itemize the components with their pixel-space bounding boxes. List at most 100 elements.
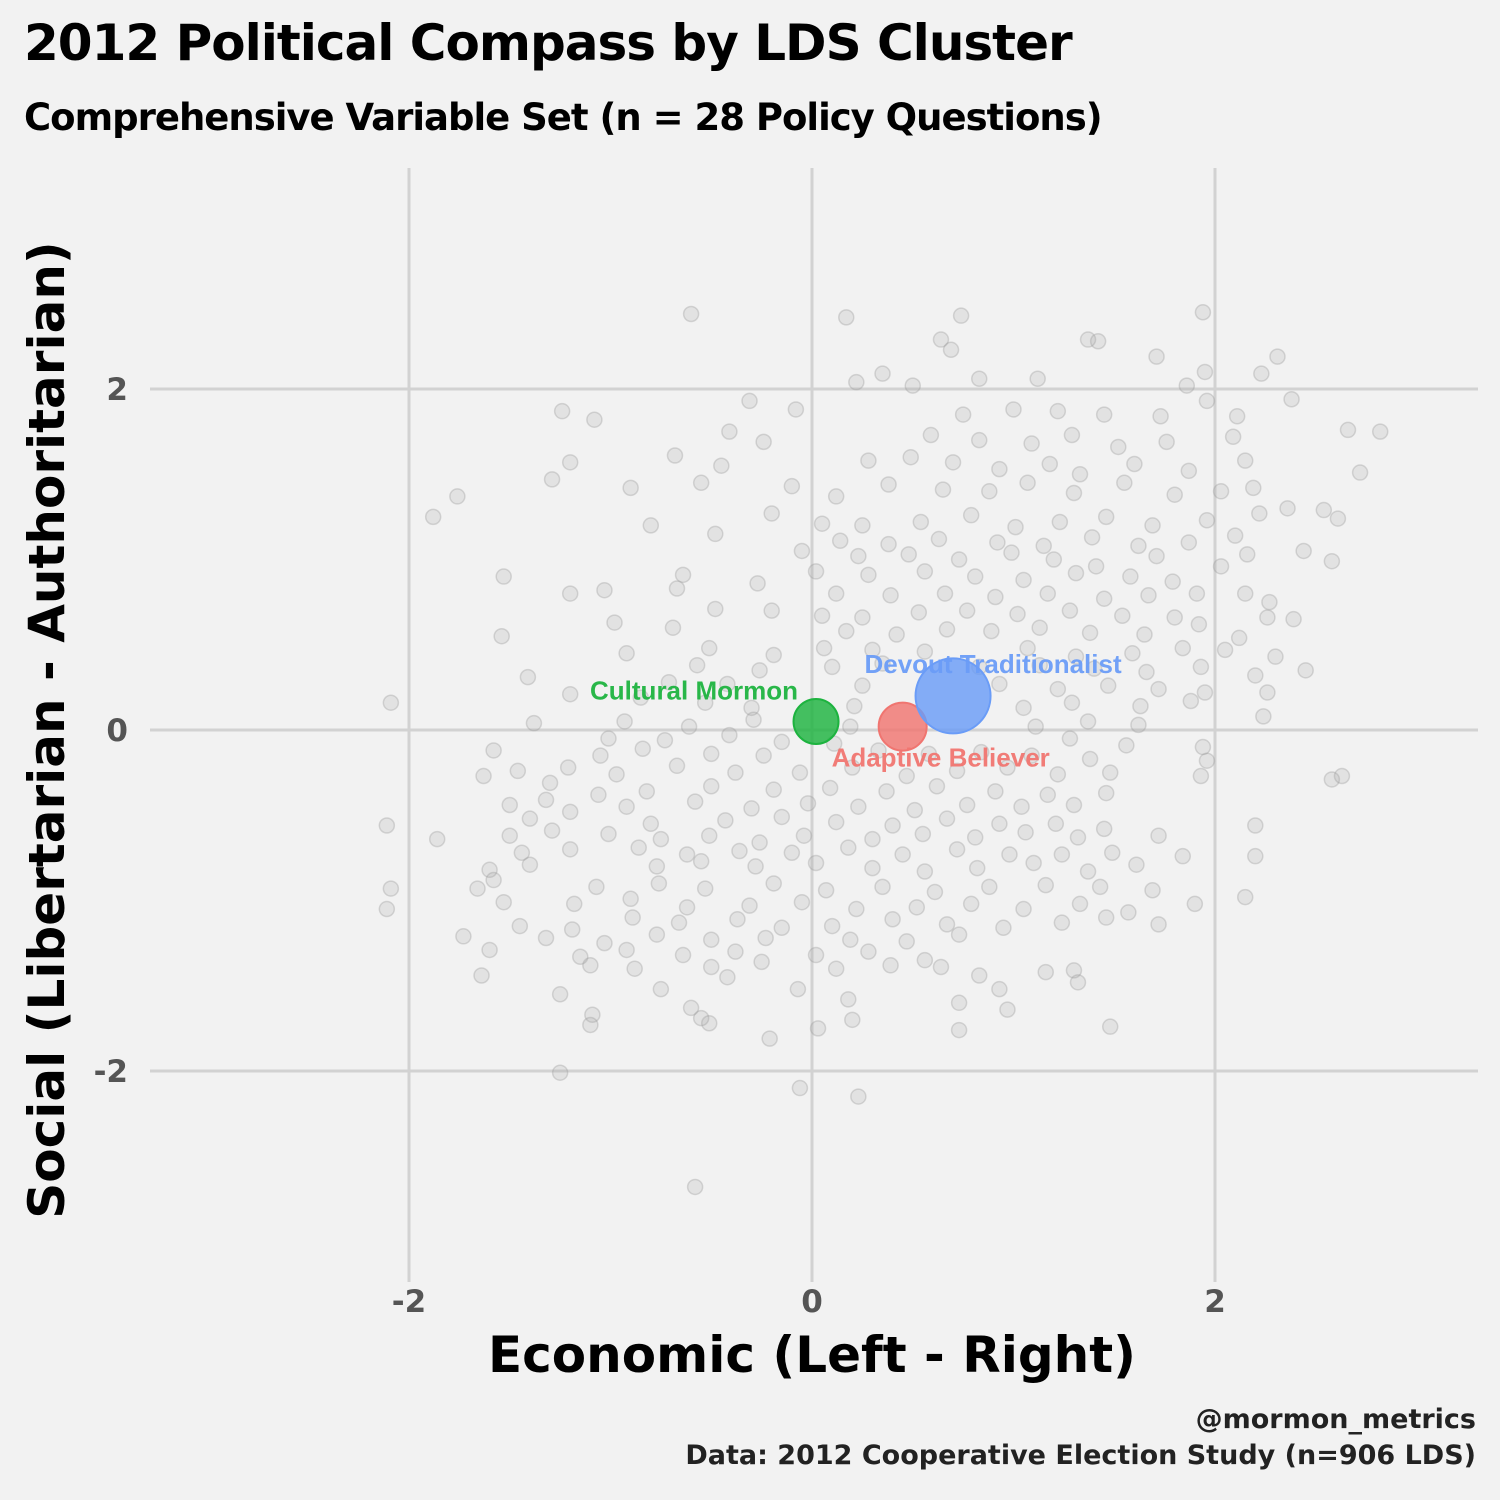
respondent-point bbox=[958, 602, 976, 619]
respondent-point bbox=[844, 1011, 861, 1029]
respondent-point bbox=[827, 960, 845, 977]
respondent-point bbox=[952, 307, 970, 324]
respondent-point bbox=[1267, 648, 1284, 665]
respondent-point bbox=[1081, 750, 1099, 768]
cluster-label: Devout Traditionalist bbox=[864, 649, 1121, 679]
respondent-point bbox=[513, 844, 531, 862]
respondent-point bbox=[727, 764, 744, 781]
respondent-point bbox=[880, 535, 897, 553]
respondent-point bbox=[1035, 537, 1052, 555]
respondent-point bbox=[904, 377, 921, 394]
respondent-point bbox=[900, 546, 917, 563]
respondent-point bbox=[842, 718, 859, 735]
respondent-point bbox=[703, 778, 720, 795]
respondent-point bbox=[1025, 854, 1042, 872]
respondent-point bbox=[596, 581, 613, 599]
respondent-point bbox=[773, 919, 791, 937]
respondent-point bbox=[648, 858, 666, 875]
respondent-point bbox=[848, 373, 865, 391]
respondent-point bbox=[1323, 771, 1341, 788]
respondent-point bbox=[882, 957, 899, 974]
respondent-point bbox=[884, 911, 901, 928]
respondent-point bbox=[622, 890, 639, 908]
respondent-point bbox=[1253, 365, 1270, 382]
respondent-point bbox=[666, 447, 684, 464]
respondent-point bbox=[773, 733, 791, 751]
respondent-point bbox=[1247, 847, 1264, 865]
respondent-point bbox=[584, 1006, 601, 1023]
respondent-point bbox=[751, 662, 768, 679]
y-tick-label: 2 bbox=[106, 372, 128, 408]
respondent-point bbox=[1114, 607, 1131, 625]
respondent-point bbox=[696, 880, 714, 897]
respondent-point bbox=[807, 563, 825, 580]
respondent-point bbox=[638, 783, 656, 800]
respondent-point bbox=[424, 508, 442, 526]
respondent-point bbox=[1150, 827, 1167, 844]
respondent-point bbox=[618, 941, 635, 959]
respondent-point bbox=[745, 711, 762, 729]
respondent-point bbox=[1091, 878, 1109, 896]
respondent-point bbox=[1019, 639, 1036, 657]
respondent-point bbox=[783, 844, 801, 862]
respondent-point bbox=[626, 960, 643, 977]
respondent-point bbox=[1039, 786, 1057, 804]
respondent-point bbox=[1079, 331, 1097, 348]
respondent-point bbox=[954, 406, 972, 423]
respondent-point bbox=[1095, 406, 1113, 423]
respondent-point bbox=[1097, 784, 1115, 802]
respondent-point bbox=[823, 917, 841, 935]
respondent-point bbox=[831, 532, 849, 549]
respondent-point bbox=[1144, 517, 1161, 534]
data-source-caption: Data: 2012 Cooperative Election Study (n… bbox=[685, 1440, 1476, 1471]
respondent-point bbox=[485, 742, 502, 759]
respondent-point bbox=[888, 626, 905, 643]
respondent-point bbox=[970, 967, 988, 984]
respondent-point bbox=[1196, 684, 1214, 701]
respondent-point bbox=[1180, 534, 1198, 551]
respondent-point bbox=[692, 1009, 710, 1027]
respondent-point bbox=[642, 517, 660, 534]
respondent-point bbox=[1138, 663, 1155, 681]
respondent-point bbox=[731, 842, 748, 860]
x-tick-label: -2 bbox=[392, 1284, 426, 1320]
respondent-point bbox=[791, 764, 809, 781]
respondent-point bbox=[813, 607, 831, 625]
respondent-point bbox=[902, 448, 919, 466]
respondent-point bbox=[930, 530, 948, 548]
respondent-point bbox=[846, 697, 863, 715]
respondent-point bbox=[1178, 377, 1196, 394]
respondent-point bbox=[382, 880, 400, 897]
respondent-point bbox=[807, 946, 825, 964]
respondent-point bbox=[1007, 518, 1024, 536]
respondent-point bbox=[1194, 304, 1212, 321]
respondent-point bbox=[1164, 573, 1181, 590]
respondent-point bbox=[1023, 747, 1040, 764]
respondent-point bbox=[543, 822, 561, 839]
respondent-point bbox=[1103, 844, 1121, 862]
respondent-point bbox=[950, 551, 968, 568]
respondent-point bbox=[1279, 500, 1296, 517]
respondent-point bbox=[968, 859, 986, 877]
respondent-point bbox=[799, 795, 817, 812]
respondent-point bbox=[1285, 610, 1302, 628]
respondent-point bbox=[765, 646, 782, 664]
respondent-point bbox=[1333, 767, 1351, 785]
respondent-point bbox=[1212, 483, 1230, 500]
respondent-point bbox=[842, 931, 859, 948]
respondent-point bbox=[686, 793, 704, 810]
respondent-point bbox=[860, 452, 877, 469]
respondent-point bbox=[719, 675, 736, 693]
respondent-point bbox=[916, 643, 934, 660]
respondent-point bbox=[1245, 479, 1262, 497]
respondent-point bbox=[696, 694, 714, 711]
respondent-point bbox=[511, 917, 529, 935]
respondent-point bbox=[789, 980, 807, 998]
respondent-point bbox=[1226, 527, 1244, 544]
respondent-point bbox=[1152, 408, 1169, 425]
respondent-point bbox=[1261, 593, 1278, 611]
respondent-point bbox=[707, 525, 724, 543]
respondent-point bbox=[884, 817, 901, 834]
respondent-point bbox=[1259, 684, 1276, 701]
respondent-point bbox=[1110, 438, 1127, 456]
